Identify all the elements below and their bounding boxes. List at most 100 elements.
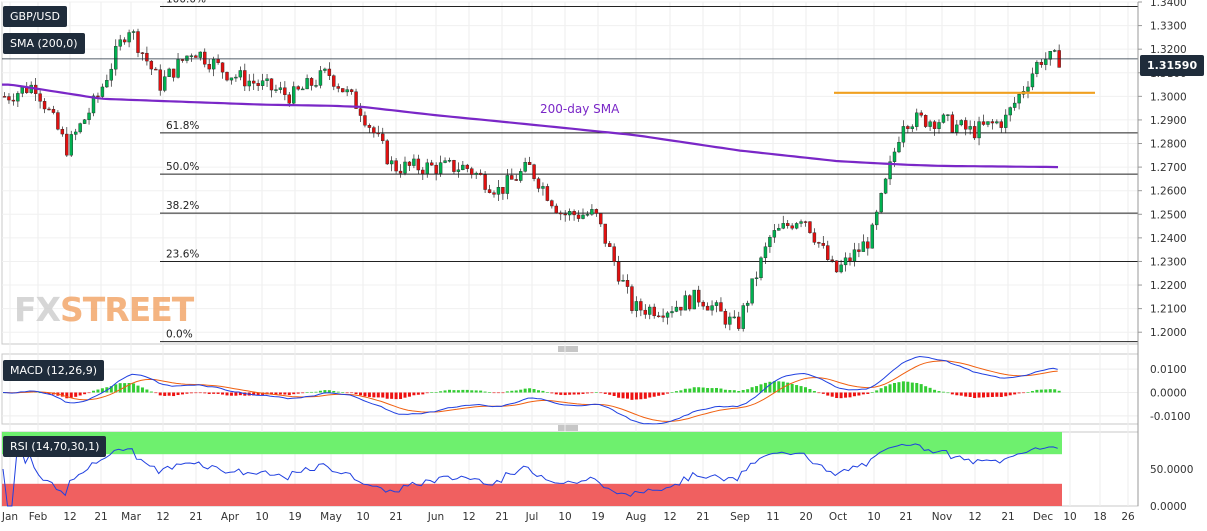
x-tick-label: 11: [766, 511, 779, 523]
macd-histogram-bar: [746, 389, 750, 393]
candle-body: [728, 316, 732, 325]
candle-body: [327, 68, 332, 76]
candle-body: [786, 223, 790, 226]
macd-histogram-bar: [844, 392, 848, 398]
candle-body: [608, 243, 612, 247]
candle-body: [514, 179, 518, 181]
x-tick-label: Jul: [525, 511, 539, 523]
candle-body: [73, 131, 78, 135]
x-tick-label: Apr: [221, 511, 240, 523]
macd-histogram-bar: [189, 392, 193, 394]
candle-body: [781, 223, 785, 229]
candle-body: [7, 96, 11, 101]
candle-body: [581, 214, 585, 219]
lines-layer: [2, 58, 1138, 169]
macd-histogram-bar: [910, 382, 914, 393]
candle-body: [412, 158, 416, 166]
candle-body: [777, 228, 781, 231]
macd-histogram-bar: [612, 392, 616, 397]
candle-body: [652, 306, 656, 317]
candle-body: [1035, 61, 1039, 75]
macd-histogram-bar: [318, 390, 322, 393]
macd-histogram-bar: [666, 392, 670, 394]
candle-body: [211, 59, 216, 70]
macd-histogram-bar: [430, 392, 434, 393]
x-tick-label: Aug: [626, 511, 647, 523]
candle-body: [336, 86, 340, 89]
macd-histogram-bar: [452, 390, 456, 393]
x-tick-label: 21: [94, 511, 107, 523]
x-tick-label: 12: [462, 511, 475, 523]
symbol-tag[interactable]: GBP/USD: [3, 6, 67, 27]
macd-histogram-bar: [723, 389, 727, 393]
candle-body: [941, 114, 946, 123]
candle-body: [332, 75, 336, 87]
x-tick-label: 19: [288, 511, 301, 523]
fib-label: 61.8%: [166, 120, 199, 132]
macd-histogram-bar: [866, 392, 870, 394]
macd-histogram-bar: [425, 392, 429, 394]
candle-body: [403, 161, 407, 174]
candle-body: [794, 223, 799, 229]
candle-body: [505, 175, 510, 194]
macd-histogram-bar: [439, 391, 443, 393]
candle-body: [545, 186, 550, 201]
candle-body: [278, 87, 283, 90]
macd-histogram-bar: [96, 389, 100, 393]
macd-histogram-bar: [928, 387, 932, 393]
macd-histogram-bar: [523, 388, 527, 393]
macd-histogram-bar: [537, 390, 540, 393]
macd-histogram-bar: [216, 392, 220, 394]
macd-histogram-bar: [470, 390, 474, 393]
y-tick-label: 1.2300: [1150, 256, 1187, 268]
macd-histogram-bar: [78, 392, 82, 396]
macd-histogram-bar: [550, 392, 554, 394]
macd-histogram-bar: [252, 392, 256, 396]
candle-body: [763, 246, 768, 259]
macd-histogram-bar: [465, 389, 469, 393]
macd-histogram-bar: [808, 388, 812, 393]
candle-body: [363, 115, 367, 126]
candle-body: [309, 78, 314, 86]
macd-tag[interactable]: MACD (12,26,9): [3, 360, 105, 381]
macd-histogram-bar: [697, 387, 701, 393]
candle-body: [381, 133, 385, 142]
macd-line: [2, 355, 1058, 425]
candle-body: [20, 86, 24, 94]
macd-histogram-bar: [826, 392, 830, 396]
macd-histogram-bar: [381, 392, 385, 398]
candle-body: [648, 306, 652, 315]
candle-body: [87, 112, 91, 120]
candle-body: [225, 71, 229, 81]
sma-tag[interactable]: SMA (200,0): [3, 33, 85, 54]
candle-body: [964, 120, 968, 130]
x-tick-label: 21: [389, 511, 402, 523]
macd-histogram-bar: [287, 392, 291, 396]
candle-body: [599, 213, 603, 225]
x-tick-label: 18: [1093, 511, 1106, 523]
candle-body: [910, 126, 914, 129]
candle-body: [189, 55, 194, 57]
macd-histogram-bar: [1022, 392, 1026, 394]
rsi-overbought-zone: [2, 432, 1062, 455]
macd-histogram-bar: [933, 389, 937, 393]
x-tick-label: May: [320, 511, 342, 523]
candle-body: [136, 31, 140, 53]
macd-histogram-bar: [968, 392, 972, 398]
candle-body: [1044, 59, 1048, 65]
macd-histogram-bar: [541, 390, 545, 393]
candle-body: [474, 172, 478, 175]
macd-histogram-bar: [274, 392, 278, 395]
candle-body: [932, 121, 937, 129]
x-tick-label: 10: [255, 511, 268, 523]
macd-tick-label: -0.0100: [1150, 411, 1191, 423]
macd-histogram-bar: [221, 392, 225, 395]
macd-histogram-bar: [176, 392, 180, 396]
candle-body: [158, 69, 162, 91]
macd-histogram-bar: [941, 391, 945, 393]
candle-body: [950, 114, 955, 133]
x-tick-label: 26: [1121, 511, 1135, 523]
candle-body: [937, 122, 941, 129]
y-tick-label: 1.2600: [1150, 186, 1187, 198]
rsi-tag[interactable]: RSI (14,70,30,1): [3, 436, 107, 457]
